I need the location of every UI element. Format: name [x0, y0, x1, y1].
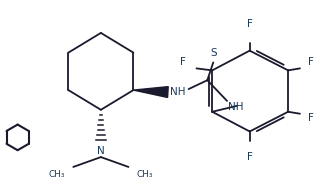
Text: CH₃: CH₃ [48, 170, 65, 179]
Text: F: F [180, 57, 186, 67]
Text: NH: NH [228, 102, 243, 112]
Text: F: F [308, 57, 314, 67]
Text: F: F [308, 113, 314, 123]
Text: F: F [247, 19, 253, 29]
Text: N: N [97, 146, 105, 156]
Text: S: S [210, 48, 216, 58]
Text: F: F [247, 152, 253, 162]
Text: NH: NH [170, 87, 185, 97]
Text: CH₃: CH₃ [137, 170, 154, 179]
Polygon shape [133, 87, 168, 97]
